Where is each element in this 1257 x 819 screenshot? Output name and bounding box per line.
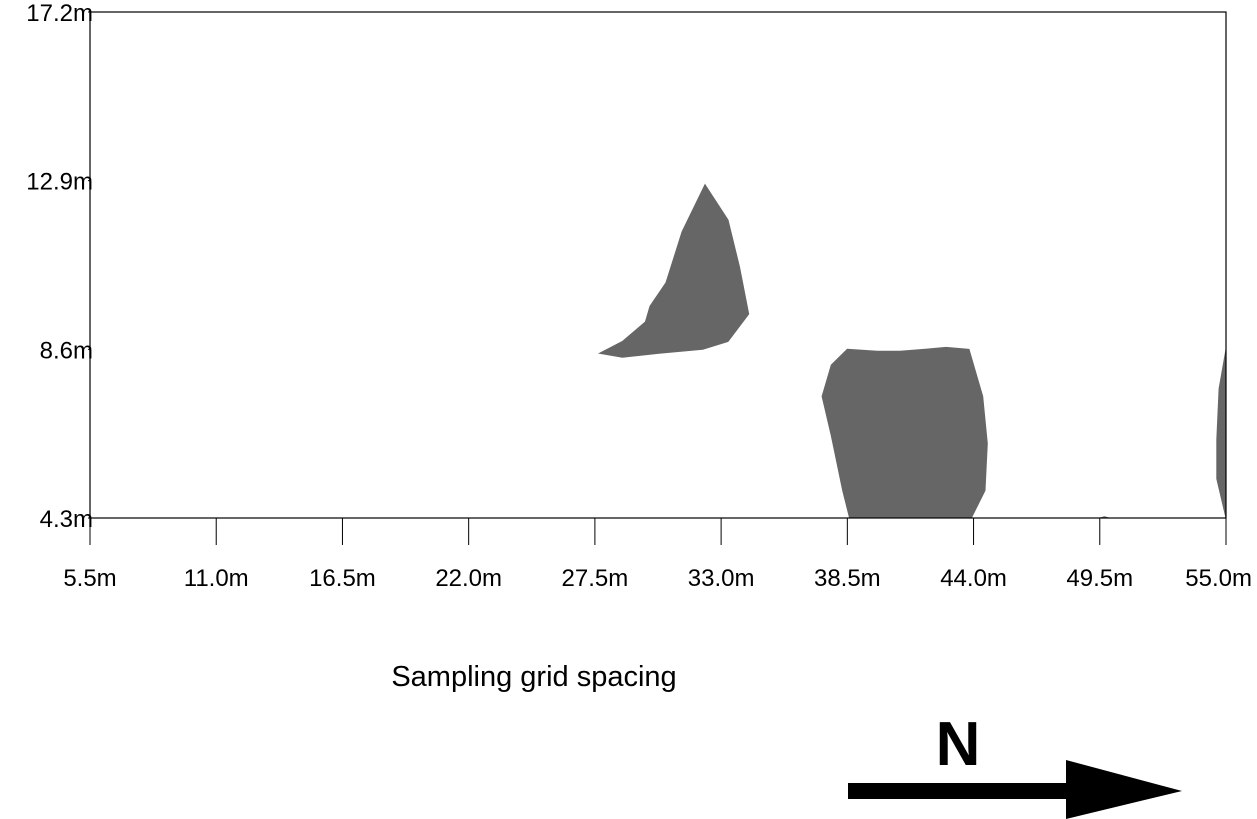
x-tick-label: 55.0m — [1185, 565, 1252, 592]
x-tick-label: 5.5m — [63, 565, 116, 592]
y-tick-label: 4.3m — [40, 506, 93, 533]
y-tick-label: 8.6m — [40, 337, 93, 364]
y-tick-label: 12.9m — [26, 169, 93, 196]
shaded-region-1 — [597, 183, 750, 358]
x-tick-label: 49.5m — [1066, 565, 1133, 592]
north-arrow-head — [1066, 760, 1182, 819]
shaded-region-2 — [821, 346, 988, 519]
x-axis-title: Sampling grid spacing — [391, 661, 676, 693]
north-arrow: N — [848, 710, 1182, 819]
x-tick-label: 44.0m — [940, 565, 1007, 592]
plot-frame — [89, 11, 1227, 519]
x-tick-label: 38.5m — [814, 565, 881, 592]
shaded-region-3 — [1216, 349, 1227, 519]
y-axis: 4.3m 8.6m 12.9m 17.2m — [26, 0, 93, 533]
x-tick-label: 27.5m — [562, 565, 629, 592]
x-tick-label: 11.0m — [184, 565, 249, 592]
shaded-regions — [597, 183, 1227, 519]
north-arrow-shaft — [848, 783, 1070, 799]
x-tick-label: 22.0m — [435, 565, 502, 592]
north-label: N — [936, 710, 981, 779]
x-tick-label: 33.0m — [688, 565, 755, 592]
y-tick-label: 17.2m — [26, 0, 93, 27]
x-axis: 5.5m 11.0m 16.5m 22.0m 27.5m 33.0m 38.5m 44.0m 4… — [63, 518, 1252, 592]
x-tick-label: 16.5m — [309, 565, 376, 592]
